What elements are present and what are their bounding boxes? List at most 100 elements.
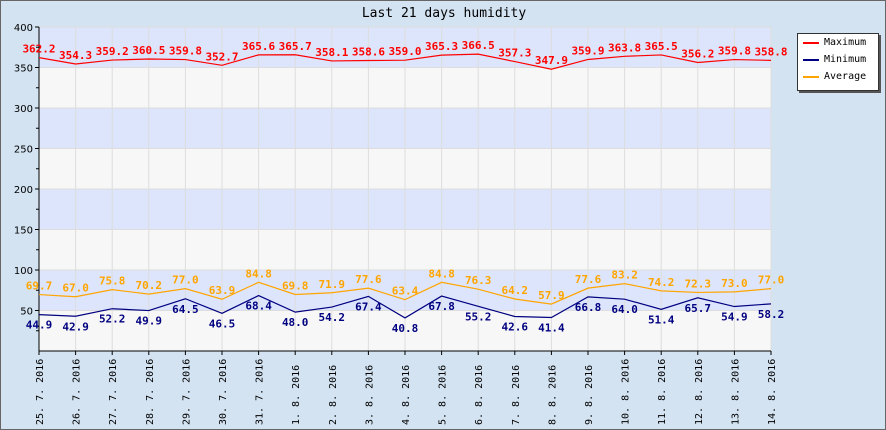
data-label: 40.8 <box>392 322 419 335</box>
x-tick-label: 13. 8. 2016 <box>730 359 741 425</box>
data-label: 46.5 <box>209 317 236 330</box>
data-label: 67.0 <box>62 282 89 295</box>
data-label: 84.8 <box>428 267 455 280</box>
data-label: 359.8 <box>718 45 751 58</box>
x-tick-label: 28. 7. 2016 <box>145 359 156 425</box>
data-label: 63.4 <box>392 285 419 298</box>
data-label: 41.4 <box>538 321 565 334</box>
y-tick-label: 200 <box>14 185 33 196</box>
data-label: 76.3 <box>465 274 492 287</box>
data-label: 42.6 <box>502 320 529 333</box>
legend-item: Average <box>798 68 878 85</box>
x-tick-label: 25. 7. 2016 <box>35 359 46 425</box>
data-label: 77.0 <box>758 274 785 287</box>
data-label: 359.0 <box>388 45 421 58</box>
legend-swatch <box>803 58 819 61</box>
y-tick-label: 100 <box>14 266 33 277</box>
x-tick-label: 9. 8. 2016 <box>584 365 595 425</box>
data-label: 77.6 <box>355 273 382 286</box>
data-label: 48.0 <box>282 316 309 329</box>
x-tick-label: 31. 7. 2016 <box>255 359 266 425</box>
data-label: 77.6 <box>575 273 602 286</box>
series-line-maximum <box>38 53 772 70</box>
x-tick-label: 8. 8. 2016 <box>547 365 558 425</box>
series-line-minimum <box>38 294 772 319</box>
data-label: 363.8 <box>608 41 641 54</box>
data-label: 58.2 <box>758 308 785 321</box>
x-tick-label: 3. 8. 2016 <box>364 365 375 425</box>
x-tick-label: 6. 8. 2016 <box>474 365 485 425</box>
data-label: 54.9 <box>721 311 748 324</box>
legend-label: Average <box>824 71 867 82</box>
data-label: 359.2 <box>96 45 129 58</box>
data-label: 42.9 <box>62 320 89 333</box>
x-tick-label: 7. 8. 2016 <box>511 365 522 425</box>
y-tick-label: 150 <box>14 226 33 237</box>
data-label: 366.5 <box>462 39 495 52</box>
data-label: 44.9 <box>26 319 53 332</box>
y-tick-label: 250 <box>14 145 33 156</box>
data-label: 64.0 <box>611 303 638 316</box>
legend-item: Minimum <box>798 51 878 68</box>
data-label: 55.2 <box>465 310 492 323</box>
data-label: 359.9 <box>571 44 604 57</box>
data-label: 75.8 <box>99 275 126 288</box>
data-label: 74.2 <box>648 276 675 289</box>
y-tick-label: 400 <box>14 23 33 34</box>
data-label: 57.9 <box>538 289 565 302</box>
x-tick-label: 11. 8. 2016 <box>657 359 668 425</box>
data-label: 67.4 <box>355 300 382 313</box>
data-label: 358.6 <box>352 46 385 59</box>
data-label: 358.1 <box>315 46 348 59</box>
x-tick-label: 30. 7. 2016 <box>218 359 229 425</box>
series-line-average <box>38 281 772 305</box>
data-label: 356.2 <box>681 47 714 60</box>
x-tick-label: 5. 8. 2016 <box>438 365 449 425</box>
x-tick-label: 14. 8. 2016 <box>767 359 778 425</box>
data-label: 51.4 <box>648 313 675 326</box>
y-tick-label: 300 <box>14 104 33 115</box>
data-label: 83.2 <box>611 269 638 282</box>
data-label: 365.7 <box>279 40 312 53</box>
data-label: 358.8 <box>754 45 787 58</box>
legend: Maximum Minimum Average <box>797 33 879 91</box>
x-tick-label: 12. 8. 2016 <box>694 359 705 425</box>
data-label: 77.0 <box>172 274 199 287</box>
data-label: 359.8 <box>169 45 202 58</box>
legend-label: Maximum <box>824 37 867 48</box>
x-tick-label: 10. 8. 2016 <box>621 359 632 425</box>
x-tick-label: 29. 7. 2016 <box>181 359 192 425</box>
legend-swatch <box>803 75 819 78</box>
legend-label: Minimum <box>824 54 867 65</box>
y-tick-label: 350 <box>14 64 33 75</box>
legend-item: Maximum <box>798 34 878 51</box>
data-label: 69.8 <box>282 279 309 292</box>
data-label: 352.7 <box>205 50 238 63</box>
data-label: 64.2 <box>502 284 529 297</box>
data-label: 362.2 <box>22 43 55 56</box>
data-label: 65.7 <box>685 302 712 315</box>
chart-title: Last 21 days humidity <box>361 6 527 21</box>
legend-swatch <box>803 41 819 44</box>
data-label: 64.5 <box>172 303 199 316</box>
data-label: 357.3 <box>498 47 531 60</box>
data-label: 63.9 <box>209 284 236 297</box>
y-tick-label: 50 <box>20 307 33 318</box>
data-label: 54.2 <box>319 311 346 324</box>
x-tick-label: 2. 8. 2016 <box>328 365 339 425</box>
x-tick-label: 27. 7. 2016 <box>108 359 119 425</box>
data-label: 360.5 <box>132 44 165 57</box>
data-label: 66.8 <box>575 301 602 314</box>
data-label: 347.9 <box>535 54 568 67</box>
data-label: 70.2 <box>136 279 163 292</box>
data-label: 365.3 <box>425 40 458 53</box>
data-label: 52.2 <box>99 313 126 326</box>
x-tick-label: 1. 8. 2016 <box>291 365 302 425</box>
data-label: 354.3 <box>59 49 92 62</box>
data-label: 67.8 <box>428 300 455 313</box>
data-label: 365.6 <box>242 40 275 53</box>
data-label: 73.0 <box>721 277 748 290</box>
x-tick-label: 4. 8. 2016 <box>401 365 412 425</box>
